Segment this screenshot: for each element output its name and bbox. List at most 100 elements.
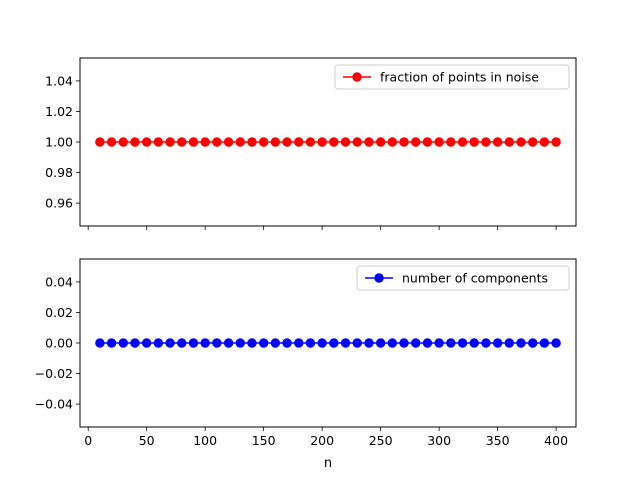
data-point-marker: [411, 338, 421, 348]
data-point-marker: [317, 137, 327, 147]
x-tick-label: 350: [486, 433, 510, 448]
data-point-marker: [270, 137, 281, 147]
data-point-marker: [153, 137, 164, 147]
y-tick-label: 1.00: [45, 135, 73, 150]
x-tick-label: 300: [427, 433, 451, 448]
data-point-marker: [212, 137, 222, 147]
data-point-marker: [247, 338, 257, 348]
data-point-marker: [177, 338, 187, 348]
data-point-marker: [165, 338, 175, 348]
data-point-marker: [399, 137, 409, 147]
data-point-marker: [258, 338, 269, 348]
y-tick-label: 0.02: [45, 305, 73, 320]
y-tick-label: 1.02: [45, 104, 73, 119]
x-tick-label: 100: [193, 433, 217, 448]
data-point-marker: [130, 137, 140, 147]
data-point-marker: [270, 338, 281, 348]
y-tick-label: 1.04: [45, 73, 73, 88]
data-point-marker: [212, 338, 222, 348]
data-point-marker: [352, 137, 362, 147]
data-point-marker: [539, 137, 550, 147]
data-point-marker: [434, 137, 444, 147]
data-point-marker: [375, 338, 386, 348]
data-point-marker: [282, 338, 292, 348]
data-point-marker: [387, 137, 398, 147]
data-point-marker: [305, 137, 316, 147]
x-tick-label: 400: [544, 433, 568, 448]
data-point-marker: [446, 338, 456, 348]
bottom-subplot: −0.04 −0.02 0.00 0.02 0.04 0 50 100 150 200 250 300…: [35, 258, 577, 448]
data-point-marker: [95, 338, 105, 348]
data-point-marker: [188, 338, 199, 348]
data-point-marker: [235, 338, 245, 348]
y-tick-label: 0.98: [45, 165, 73, 180]
data-point-marker: [200, 137, 210, 147]
legend-marker-sample: [374, 273, 384, 283]
data-point-marker: [106, 338, 117, 348]
data-point-marker: [106, 137, 117, 147]
data-point-marker: [340, 338, 351, 348]
y-tick-label: 0.04: [45, 274, 73, 289]
data-point-marker: [469, 338, 479, 348]
data-point-marker: [539, 338, 550, 348]
y-tick-label: −0.04: [35, 397, 73, 412]
legend-marker-sample: [352, 72, 362, 82]
data-point-marker: [282, 137, 292, 147]
data-point-marker: [130, 338, 140, 348]
data-point-marker: [118, 338, 128, 348]
y-tick-label: 0.96: [45, 196, 73, 211]
data-point-marker: [294, 137, 304, 147]
data-point-marker: [188, 137, 199, 147]
data-point-marker: [247, 137, 257, 147]
data-point-marker: [177, 137, 187, 147]
data-point-marker: [504, 338, 515, 348]
data-point-marker: [340, 137, 351, 147]
data-point-marker: [528, 338, 538, 348]
data-point-marker: [469, 137, 479, 147]
data-point-marker: [551, 137, 561, 147]
data-point-marker: [329, 137, 339, 147]
data-point-marker: [153, 338, 164, 348]
x-tick-label: 200: [310, 433, 334, 448]
data-point-marker: [118, 137, 128, 147]
data-point-marker: [223, 338, 234, 348]
data-point-marker: [95, 137, 105, 147]
data-point-marker: [329, 338, 339, 348]
data-point-marker: [422, 137, 433, 147]
data-point-marker: [516, 338, 526, 348]
data-point-marker: [141, 338, 152, 348]
data-point-marker: [528, 137, 538, 147]
x-tick-label: 150: [252, 433, 276, 448]
data-point-marker: [141, 137, 152, 147]
data-point-marker: [516, 137, 526, 147]
x-tick-label: 50: [139, 433, 155, 448]
data-point-marker: [422, 338, 433, 348]
legend-label: number of components: [402, 271, 548, 286]
data-point-marker: [481, 137, 491, 147]
data-point-marker: [317, 338, 327, 348]
x-tick-label: 0: [84, 433, 92, 448]
data-point-marker: [457, 137, 468, 147]
data-point-marker: [352, 338, 362, 348]
data-point-marker: [434, 338, 444, 348]
data-point-marker: [364, 338, 374, 348]
data-point-marker: [294, 338, 304, 348]
data-point-marker: [457, 338, 468, 348]
data-point-marker: [399, 338, 409, 348]
legend-box: [356, 265, 570, 291]
data-point-marker: [551, 338, 561, 348]
x-axis-label: n: [324, 456, 332, 471]
data-point-marker: [387, 338, 398, 348]
data-point-marker: [258, 137, 269, 147]
legend-box: [334, 64, 570, 90]
legend-label: fraction of points in noise: [380, 70, 539, 85]
data-point-marker: [492, 338, 503, 348]
data-point-marker: [200, 338, 210, 348]
data-point-marker: [492, 137, 503, 147]
data-point-marker: [305, 338, 316, 348]
data-point-marker: [364, 137, 374, 147]
data-point-marker: [375, 137, 386, 147]
data-point-marker: [223, 137, 234, 147]
x-tick-label: 250: [369, 433, 393, 448]
